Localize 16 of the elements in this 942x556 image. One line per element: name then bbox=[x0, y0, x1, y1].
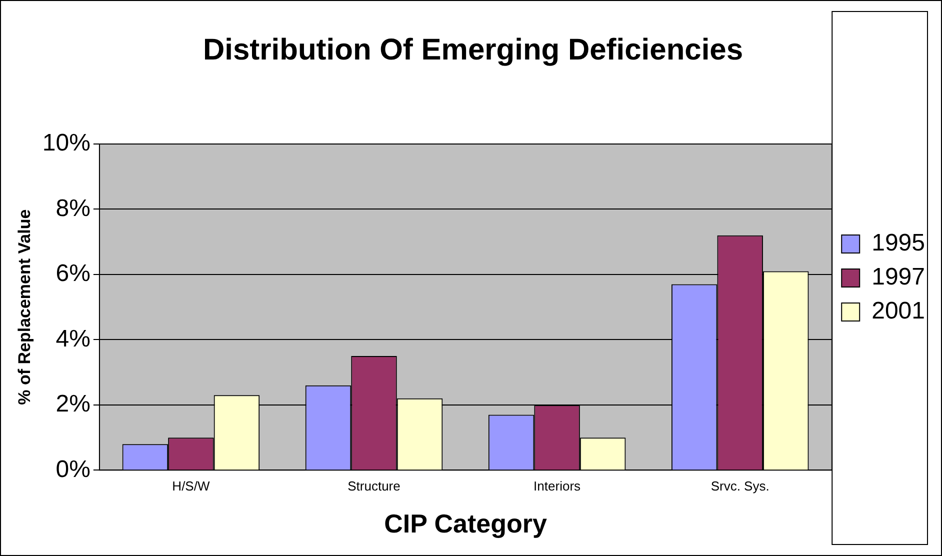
legend-label: 1995 bbox=[872, 230, 925, 257]
y-tick-label: 0% bbox=[56, 456, 90, 483]
y-tick-label: 8% bbox=[56, 194, 90, 222]
legend-label: 1997 bbox=[872, 264, 925, 291]
x-tick-label: Srvc. Sys. bbox=[710, 478, 770, 494]
legend-label: 2001 bbox=[872, 298, 925, 325]
x-tick-label: Interiors bbox=[534, 478, 582, 494]
x-tick-label: Structure bbox=[348, 478, 400, 494]
y-tick-label: 10% bbox=[42, 130, 90, 157]
chart-title: Distribution Of Emerging Deficiencies bbox=[202, 33, 744, 66]
y-tick-label: 2% bbox=[56, 390, 90, 418]
y-tick-label: 4% bbox=[56, 325, 90, 352]
y-tick-label: 6% bbox=[56, 260, 90, 288]
y-axis-title: % of Replacement Value bbox=[14, 209, 34, 405]
x-tick-label: H/S/W bbox=[172, 478, 210, 494]
x-axis-title: CIP Category bbox=[384, 508, 548, 539]
